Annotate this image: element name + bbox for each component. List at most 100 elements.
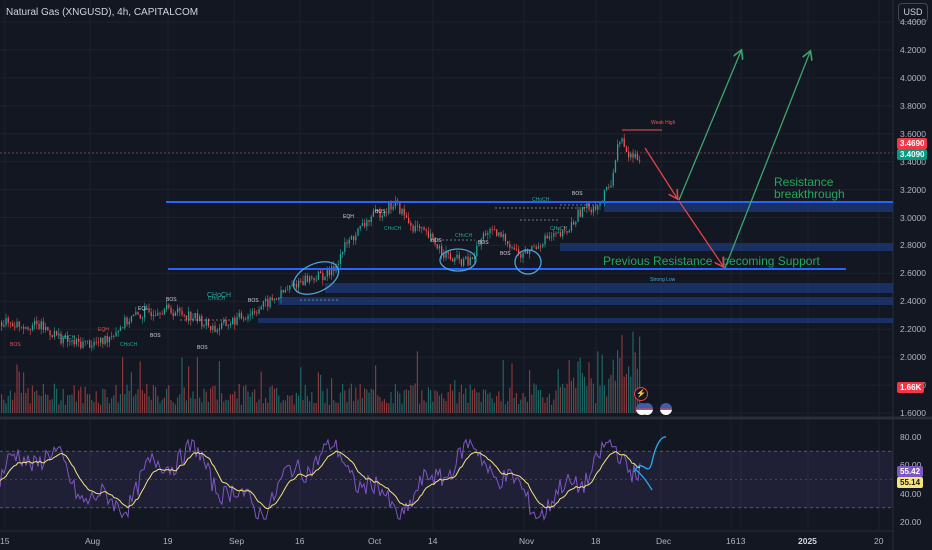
volume-bar — [513, 398, 515, 413]
candle-body — [491, 229, 493, 230]
volume-bar — [476, 392, 478, 413]
candle-body — [247, 315, 249, 320]
currency-selector[interactable]: USD — [898, 3, 928, 22]
volume-bar — [342, 384, 344, 413]
volume-bar — [159, 403, 161, 413]
volume-bar — [238, 383, 240, 413]
candle-body — [179, 308, 181, 311]
volume-bar — [313, 402, 315, 413]
volume-bar — [454, 380, 456, 413]
candle-body — [368, 220, 370, 223]
candle-body — [599, 201, 601, 206]
candle-body — [573, 222, 575, 225]
candle-body — [383, 212, 386, 217]
candle-body — [1, 322, 3, 327]
candle-body — [447, 251, 449, 254]
candle-body — [449, 253, 452, 260]
candle-body — [441, 245, 443, 255]
symbol-title[interactable]: Natural Gas (XNGUSD), 4h, CAPITALCOM — [6, 7, 199, 18]
candle-body — [526, 249, 529, 254]
us-flag-event-icon[interactable] — [641, 403, 653, 415]
candle-body — [423, 227, 425, 230]
candle-body — [630, 153, 632, 158]
structure-label: BOS — [248, 298, 259, 304]
candle-body — [557, 232, 559, 234]
volume-bar — [100, 404, 102, 413]
candle-body — [634, 154, 636, 158]
candle-body — [238, 312, 240, 318]
candle-body — [240, 312, 243, 319]
highlight-circle — [292, 261, 340, 295]
volume-bar — [579, 357, 581, 413]
lightning-event-icon[interactable]: ⚡ — [634, 387, 648, 401]
candle-body — [170, 307, 172, 313]
candle-body — [108, 336, 111, 343]
last-price-tag: 3.4690 — [897, 138, 928, 149]
candle-body — [3, 325, 5, 327]
candle-body — [588, 202, 590, 210]
candle-body — [608, 187, 610, 188]
volume-bar — [357, 399, 359, 413]
time-axis-label: Dec — [656, 536, 672, 546]
volume-bar — [370, 388, 372, 413]
volume-bar — [20, 392, 22, 413]
volume-bar — [364, 388, 366, 413]
volume-bar — [348, 388, 350, 413]
candle-body — [469, 257, 471, 266]
volume-bar — [375, 365, 377, 413]
us-flag-event-icon[interactable] — [660, 403, 672, 415]
time-axis-label: Nov — [519, 536, 535, 546]
candle-body — [104, 335, 106, 345]
volume-bar — [445, 401, 447, 413]
volume-bar — [258, 399, 260, 413]
candle-body — [326, 269, 328, 277]
candle-body — [56, 331, 58, 336]
volume-bar — [379, 397, 381, 413]
volume-bar — [56, 388, 58, 413]
candle-body — [419, 226, 421, 229]
candle-body — [546, 235, 548, 239]
volume-bar — [135, 393, 137, 413]
volume-bar — [181, 357, 183, 413]
candle-body — [595, 206, 597, 210]
volume-bar — [524, 396, 526, 413]
candle-body — [621, 138, 623, 142]
volume-bar — [183, 387, 185, 413]
volume-bar — [496, 396, 498, 413]
candle-body — [62, 338, 64, 344]
candle-body — [522, 252, 524, 258]
volume-bar — [531, 394, 533, 413]
volume-bars — [1, 331, 641, 413]
candle-body — [421, 227, 423, 229]
volume-bar — [566, 383, 568, 413]
candle-body — [203, 325, 205, 327]
candle-body — [29, 329, 31, 331]
volume-bar — [47, 395, 49, 413]
volume-bar — [577, 361, 579, 413]
candle-body — [551, 236, 553, 238]
volume-bar — [361, 398, 363, 413]
structure-label: BOS — [10, 342, 21, 348]
candle-body — [425, 229, 427, 232]
volume-bar — [51, 399, 53, 413]
candle-body — [370, 216, 372, 223]
volume-bar — [38, 395, 40, 413]
candle-body — [174, 312, 177, 317]
candle-body — [458, 254, 460, 259]
candle-body — [124, 317, 126, 329]
structure-label: EQH — [343, 214, 354, 220]
volume-bar — [218, 361, 220, 413]
time-axis-label: 19 — [163, 536, 173, 546]
candle-body — [221, 323, 223, 329]
volume-bar — [247, 391, 249, 413]
structure-label: EQH — [98, 327, 109, 333]
supply-demand-zone — [278, 297, 893, 305]
candle-body — [144, 308, 146, 318]
time-axis-label: 2025 — [798, 536, 817, 546]
volume-bar — [491, 398, 493, 413]
volume-bar — [262, 403, 264, 413]
candle-body — [201, 316, 203, 327]
volume-bar — [298, 395, 300, 413]
